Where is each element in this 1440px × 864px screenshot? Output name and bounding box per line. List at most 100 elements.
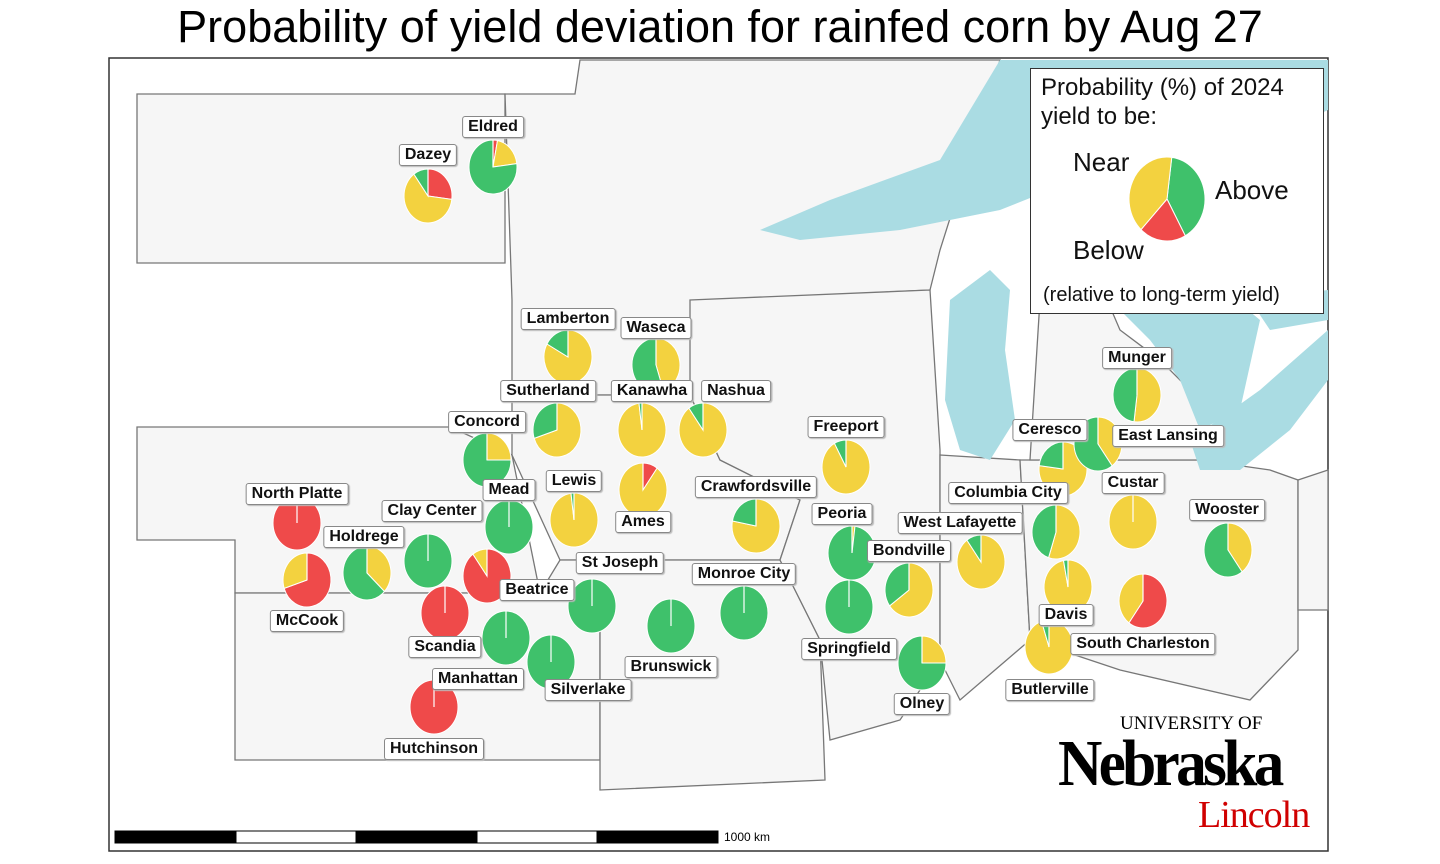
pie-slice-below-dazey [427, 168, 453, 200]
site-label-clay-center: Clay Center [381, 500, 483, 522]
site-pie-south-charleston [1118, 573, 1168, 629]
site-pie-munger [1112, 367, 1162, 423]
legend-note: (relative to long-term yield) [1043, 284, 1280, 306]
site-label-bondville: Bondville [866, 540, 952, 562]
site-label-silverlake: Silverlake [544, 679, 632, 701]
pie-slice-above-crawfordsville [731, 498, 757, 527]
site-label-scandia: Scandia [408, 636, 482, 658]
site-label-dazey: Dazey [398, 144, 458, 166]
site-pie-dazey [403, 168, 453, 224]
site-label-freeport: Freeport [807, 416, 885, 438]
site-pie-freeport [821, 439, 871, 495]
site-label-columbia-city: Columbia City [948, 482, 1068, 504]
site-pie-eldred [468, 139, 518, 195]
site-pie-holdrege [342, 545, 392, 601]
pie-slice-near-wooster [1227, 522, 1253, 573]
pie-slice-near-dazey [403, 173, 453, 224]
pie-slice-near-bondville [888, 562, 934, 618]
site-pie-scandia [420, 585, 470, 641]
site-label-manhattan: Manhattan [432, 668, 524, 690]
site-label-lamberton: Lamberton [520, 308, 616, 330]
pie-slice-above-munger [1112, 367, 1138, 423]
logo-nebraska: Nebraska [1058, 727, 1284, 800]
site-pie-mead [484, 499, 534, 555]
pie-slice-above-ceresco [1038, 441, 1064, 470]
legend-title-line2: yield to be: [1041, 103, 1158, 130]
legend-below: Below [1073, 235, 1144, 265]
university-logo: UNIVERSITY OF Nebraska Lincoln [1058, 712, 1310, 836]
site-label-peoria: Peoria [811, 503, 873, 525]
site-label-kanawha: Kanawha [610, 380, 694, 402]
site-pie-crawfordsville [731, 498, 781, 554]
site-pie-olney [897, 635, 947, 691]
site-pie-west-lafayette [956, 534, 1006, 590]
site-pie-springfield [824, 579, 874, 635]
site-label-east-lansing: East Lansing [1112, 425, 1224, 447]
site-pie-columbia-city [1031, 504, 1081, 560]
legend-pie-slices [1128, 156, 1206, 242]
site-pies [272, 139, 1253, 735]
site-pie-beatrice [462, 548, 512, 604]
site-pie-concord [462, 432, 512, 488]
site-pie-butlerville [1024, 619, 1074, 675]
site-pie-kanawha [617, 402, 667, 458]
legend: Probability (%) of 2024 yield to be: Near… [1030, 68, 1324, 314]
site-label-brunswick: Brunswick [624, 656, 718, 678]
pie-slice-above-columbia-city [1031, 504, 1057, 559]
scale-bar [114, 830, 719, 844]
site-label-monroe-city: Monroe City [691, 563, 797, 585]
site-label-davis: Davis [1038, 604, 1094, 626]
legend-slice-near [1128, 156, 1173, 231]
site-pie-lewis [549, 492, 599, 548]
pie-slice-near-south-charleston [1118, 573, 1144, 624]
site-label-butlerville: Butlerville [1005, 679, 1095, 701]
site-label-concord: Concord [448, 411, 526, 433]
site-label-olney: Olney [893, 693, 951, 715]
site-label-north-platte: North Platte [245, 483, 349, 505]
site-pie-waseca [631, 337, 681, 393]
site-pie-mccook [282, 552, 332, 608]
pie-slice-near-olney [921, 635, 947, 664]
legend-pie [1128, 156, 1206, 242]
logo-university-of: UNIVERSITY OF [1120, 713, 1263, 734]
scale-bar-label: 1000 km [724, 830, 771, 844]
site-pie-monroe-city [719, 585, 769, 641]
site-pie-brunswick [646, 598, 696, 654]
logo-lincoln: Lincoln [1198, 794, 1310, 836]
site-label-beatrice: Beatrice [499, 579, 575, 601]
site-label-springfield: Springfield [801, 638, 897, 660]
site-pie-ames [618, 462, 668, 518]
site-label-lewis: Lewis [545, 470, 603, 492]
pie-slice-above-sutherland [532, 402, 558, 439]
pie-slice-near-concord [486, 432, 512, 461]
site-label-custar: Custar [1101, 472, 1165, 494]
map-title: Probability of yield deviation for rainf… [177, 1, 1263, 52]
legend-slice-above [1166, 156, 1206, 237]
site-label-west-lafayette: West Lafayette [897, 512, 1023, 534]
pie-slice-above-holdrege [342, 545, 386, 601]
pie-slice-above-wooster [1203, 522, 1243, 578]
site-label-wooster: Wooster [1189, 499, 1265, 521]
site-pie-sutherland [532, 402, 582, 458]
site-label-south-charleston: South Charleston [1070, 633, 1216, 655]
site-pie-peoria [827, 525, 877, 581]
site-label-ceresco: Ceresco [1012, 419, 1088, 441]
pie-slice-above-bondville [884, 562, 910, 607]
legend-near: Near [1073, 147, 1130, 177]
site-label-mead: Mead [482, 479, 536, 501]
site-pie-lamberton [543, 329, 593, 385]
site-label-munger: Munger [1102, 347, 1172, 369]
pie-slice-near-munger [1133, 367, 1162, 423]
site-pie-nashua [678, 402, 728, 458]
site-label-ames: Ames [615, 511, 671, 533]
site-label-st-joseph: St Joseph [575, 552, 665, 574]
site-pie-custar [1108, 494, 1158, 550]
site-label-holdrege: Holdrege [323, 526, 405, 548]
site-label-sutherland: Sutherland [500, 380, 596, 402]
site-label-waseca: Waseca [620, 317, 692, 339]
site-label-crawfordsville: Crawfordsville [694, 476, 818, 498]
pie-slice-near-mccook [282, 552, 308, 589]
site-pie-bondville [884, 562, 934, 618]
site-label-hutchinson: Hutchinson [384, 738, 484, 760]
legend-slice-below [1140, 198, 1186, 242]
